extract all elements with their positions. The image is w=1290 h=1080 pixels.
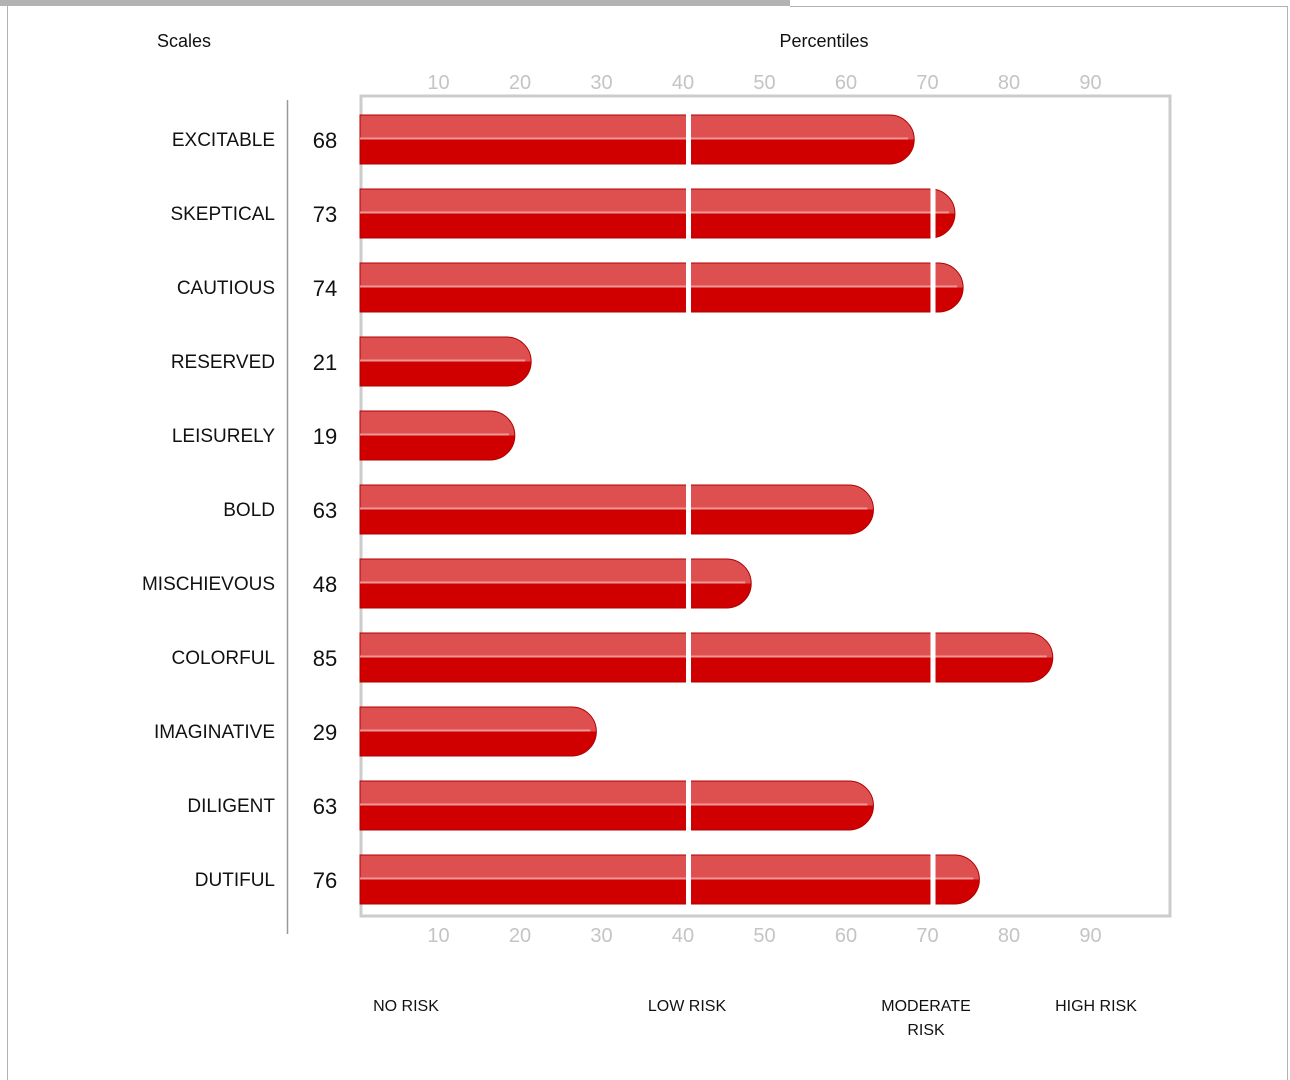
bar-cautious (359, 262, 964, 313)
scale-label-excitable: EXCITABLE (172, 130, 275, 151)
bar-gap-colorful-2 (930, 632, 936, 683)
scale-label-dutiful: DUTIFUL (195, 870, 275, 891)
bar-gap-mischievous-1 (686, 558, 691, 609)
tick-top-20: 20 (509, 72, 531, 94)
scale-label-leisurely: LEISURELY (172, 426, 275, 447)
bar-gap-dutiful-1 (686, 854, 691, 905)
bar-colorful (359, 632, 1054, 683)
value-label-imaginative: 29 (313, 720, 337, 745)
tick-bottom-30: 30 (590, 925, 612, 947)
tick-bottom-10: 10 (427, 925, 449, 947)
bar-reserved (359, 336, 532, 387)
value-label-excitable: 68 (313, 128, 337, 153)
value-label-skeptical: 73 (313, 202, 337, 227)
value-label-reserved: 21 (313, 350, 337, 375)
scale-label-diligent: DILIGENT (187, 796, 275, 817)
bar-mischievous (359, 558, 752, 609)
tick-top-30: 30 (590, 72, 612, 94)
bar-imaginative (359, 706, 597, 757)
value-label-leisurely: 19 (313, 424, 337, 449)
value-label-colorful: 85 (313, 646, 337, 671)
bar-gap-skeptical-1 (686, 188, 691, 239)
tick-bottom-20: 20 (509, 925, 531, 947)
tick-bottom-50: 50 (753, 925, 775, 947)
bar-gap-bold-1 (686, 484, 691, 535)
bar-gap-skeptical-2 (930, 188, 936, 239)
tick-top-60: 60 (835, 72, 857, 94)
scale-label-bold: BOLD (223, 500, 275, 521)
value-label-diligent: 63 (313, 794, 337, 819)
value-label-bold: 63 (313, 498, 337, 523)
bar-gap-excitable-1 (686, 114, 691, 165)
value-label-dutiful: 76 (313, 868, 337, 893)
value-label-mischievous: 48 (313, 572, 337, 597)
x-axis-title: Percentiles (779, 31, 868, 51)
scale-label-cautious: CAUTIOUS (177, 278, 275, 299)
bar-gap-colorful-1 (686, 632, 691, 683)
bar-bold (359, 484, 874, 535)
bar-gap-dutiful-2 (930, 854, 936, 905)
tick-bottom-40: 40 (672, 925, 694, 947)
zone-label-low-risk: LOW RISK (648, 998, 727, 1015)
bar-dutiful (359, 854, 980, 905)
bar-leisurely (359, 410, 516, 461)
tick-top-40: 40 (672, 72, 694, 94)
value-label-cautious: 74 (313, 276, 337, 301)
bar-skeptical (359, 188, 956, 239)
tick-bottom-80: 80 (998, 925, 1020, 947)
tick-bottom-70: 70 (916, 925, 938, 947)
scale-label-reserved: RESERVED (171, 352, 275, 373)
tick-bottom-60: 60 (835, 925, 857, 947)
y-axis-title: Scales (157, 31, 211, 51)
zone-label-moderate-risk: MODERATE RISK (881, 998, 970, 1039)
scale-label-skeptical: SKEPTICAL (170, 204, 275, 225)
bar-gap-cautious-1 (686, 262, 691, 313)
bar-gap-cautious-2 (930, 262, 936, 313)
tick-top-80: 80 (998, 72, 1020, 94)
tick-top-50: 50 (753, 72, 775, 94)
tick-top-70: 70 (916, 72, 938, 94)
tick-top-10: 10 (427, 72, 449, 94)
zone-label-no-risk: NO RISK (373, 998, 439, 1015)
tick-top-90: 90 (1079, 72, 1101, 94)
bar-excitable (359, 114, 915, 165)
bar-gap-diligent-1 (686, 780, 691, 831)
scale-label-colorful: COLORFUL (172, 648, 275, 669)
scale-label-imaginative: IMAGINATIVE (154, 722, 275, 743)
bar-diligent (359, 780, 874, 831)
scale-label-mischievous: MISCHIEVOUS (142, 574, 275, 595)
tick-bottom-90: 90 (1079, 925, 1101, 947)
top-progress-strip (0, 0, 790, 6)
zone-label-high-risk: HIGH RISK (1055, 998, 1137, 1015)
